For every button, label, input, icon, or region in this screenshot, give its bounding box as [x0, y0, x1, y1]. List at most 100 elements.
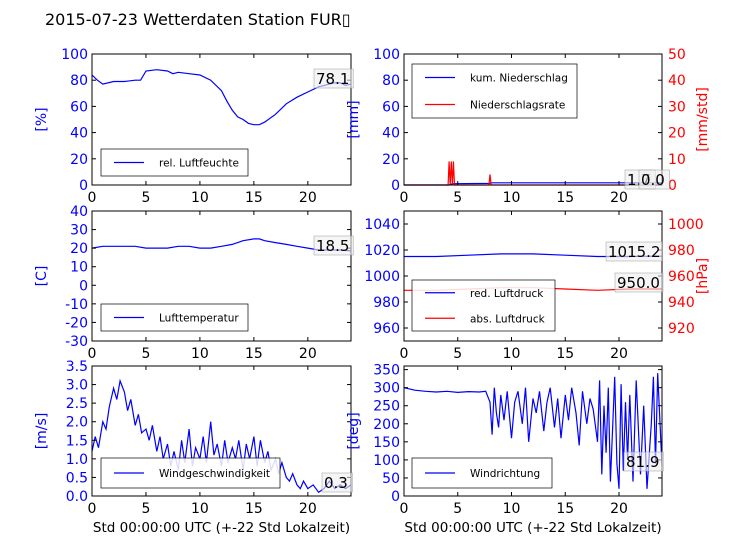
y2-axis-label: [hPa] [695, 258, 711, 294]
last-value-box [623, 451, 664, 472]
x-tick-label: 15 [556, 190, 574, 206]
last-value-box [605, 241, 664, 262]
y2-tick-label: 960 [668, 269, 695, 285]
y-tick-label: 3.5 [66, 359, 88, 375]
y-tick-label: -30 [65, 334, 88, 350]
y-tick-label: 0 [79, 278, 88, 294]
y2-axis-label: [mm/std] [695, 87, 711, 152]
x-tick-label: 20 [299, 501, 317, 517]
series-line-1 [404, 161, 662, 186]
x-tick-label: 15 [245, 346, 263, 362]
y-tick-label: 20 [70, 152, 88, 168]
x-tick-label: 20 [299, 190, 317, 206]
y-tick-label: 300 [373, 381, 400, 397]
y2-tick-label: 10 [668, 152, 686, 168]
plot-frame [91, 365, 352, 497]
y-tick-label: 200 [373, 417, 400, 433]
y-tick-label: 80 [382, 73, 400, 89]
y2-tick-label: 30 [668, 99, 686, 115]
y-tick-label: 1.0 [66, 452, 88, 468]
x-tick-label: 0 [88, 190, 97, 206]
y-tick-label: 50 [382, 471, 400, 487]
y-tick-label: 0 [391, 178, 400, 194]
legend-box [411, 63, 578, 119]
y-axis-label: [%] [34, 107, 50, 131]
last-value-label: 950.0 [617, 274, 660, 292]
y-tick-label: 100 [373, 453, 400, 469]
legend-label: abs. Luftdruck [470, 313, 546, 325]
last-value-label: 78.1 [316, 70, 349, 88]
x-tick-label: 10 [503, 346, 521, 362]
y2-tick-label: 980 [668, 243, 695, 259]
legend-label: rel. Luftfeuchte [159, 158, 239, 170]
y-axis-label: [C] [34, 266, 50, 287]
x-tick-label: 0 [400, 190, 409, 206]
y-tick-label: 980 [373, 295, 400, 311]
legend-label: Lufttemperatur [159, 313, 239, 325]
legend-label: red. Luftdruck [470, 288, 544, 300]
y2-tick-label: 1000 [668, 217, 704, 233]
plot-frame [403, 53, 663, 186]
y-tick-label: 60 [382, 99, 400, 115]
y-tick-label: 0.5 [66, 470, 88, 486]
y-tick-label: -10 [65, 297, 88, 313]
y-tick-label: 1020 [364, 243, 400, 259]
x-tick-label: 5 [453, 346, 462, 362]
y-tick-label: 20 [382, 152, 400, 168]
last-value-label: 1015.2 [608, 243, 661, 261]
last-value-box [313, 68, 354, 89]
legend-label: Windrichtung [470, 468, 540, 480]
x-tick-label: 10 [503, 501, 521, 517]
y-tick-label: 0 [391, 489, 400, 505]
x-tick-label: 0 [400, 346, 409, 362]
x-tick-label: 15 [556, 346, 574, 362]
last-value-label: 18.5 [316, 237, 349, 255]
y-axis-label: [mm] [346, 100, 362, 138]
x-tick-label: 5 [141, 190, 150, 206]
last-value-box [313, 235, 354, 256]
y-tick-label: 20 [70, 241, 88, 257]
y-tick-label: 30 [70, 223, 88, 239]
panel-3: 0 5 10 15 20 960 980 1000 1020 1040 920 940 960 980 10… [364, 210, 711, 362]
x-tick-label: 0 [88, 501, 97, 517]
x-tick-label: 15 [245, 501, 263, 517]
y-tick-label: 2.5 [66, 396, 88, 412]
x-tick-label: 20 [610, 190, 628, 206]
y-tick-label: 100 [373, 47, 400, 63]
last-value-label: 81.9 [626, 453, 659, 471]
y-tick-label: 1000 [364, 269, 400, 285]
panel-5: 0 5 10 15 20050100150200250300350[deg]Windri… [346, 363, 664, 517]
x-tick-label: 20 [299, 346, 317, 362]
x-tick-label: 5 [141, 346, 150, 362]
last-value-box [321, 472, 353, 493]
y-tick-label: 1040 [364, 217, 400, 233]
y2-tick-label: 20 [668, 126, 686, 142]
y-tick-label: 0 [79, 178, 88, 194]
y-tick-label: 150 [373, 435, 400, 451]
y-tick-label: 250 [373, 399, 400, 415]
panel-1: 0 5 10 15 20 0 20 40 60 80 100 [mm] 0 10 20 30 40 50 [mm/s… [346, 47, 711, 206]
last-value-label: 0.3 [324, 474, 348, 492]
y2-tick-label: 940 [668, 295, 695, 311]
series-line-0 [91, 69, 352, 126]
plot-frame [403, 365, 663, 497]
x-tick-label: 20 [610, 501, 628, 517]
figure-title: 2015-07-23 Wetterdaten Station FUR▯ [45, 10, 351, 29]
legend-label: Niederschlagsrate [470, 100, 565, 112]
legend-label: kum. Niederschlag [470, 73, 568, 85]
last-value-box [614, 272, 664, 293]
y-tick-label: 80 [70, 73, 88, 89]
y-axis-label: [deg] [346, 412, 362, 449]
last-value-label: 0.0 [641, 171, 665, 189]
x-tick-label: 15 [245, 190, 263, 206]
y2-tick-label: 0 [668, 178, 677, 194]
x-tick-label: 5 [453, 190, 462, 206]
y-axis-label: [m/s] [34, 413, 50, 450]
y2-tick-label: 920 [668, 321, 695, 337]
xlabel-right: Std 00:00:00 UTC (+-22 Std Lokalzeit) [404, 520, 661, 536]
x-tick-label: 10 [191, 501, 209, 517]
y-tick-label: 40 [70, 204, 88, 220]
plot-frame [91, 210, 352, 342]
